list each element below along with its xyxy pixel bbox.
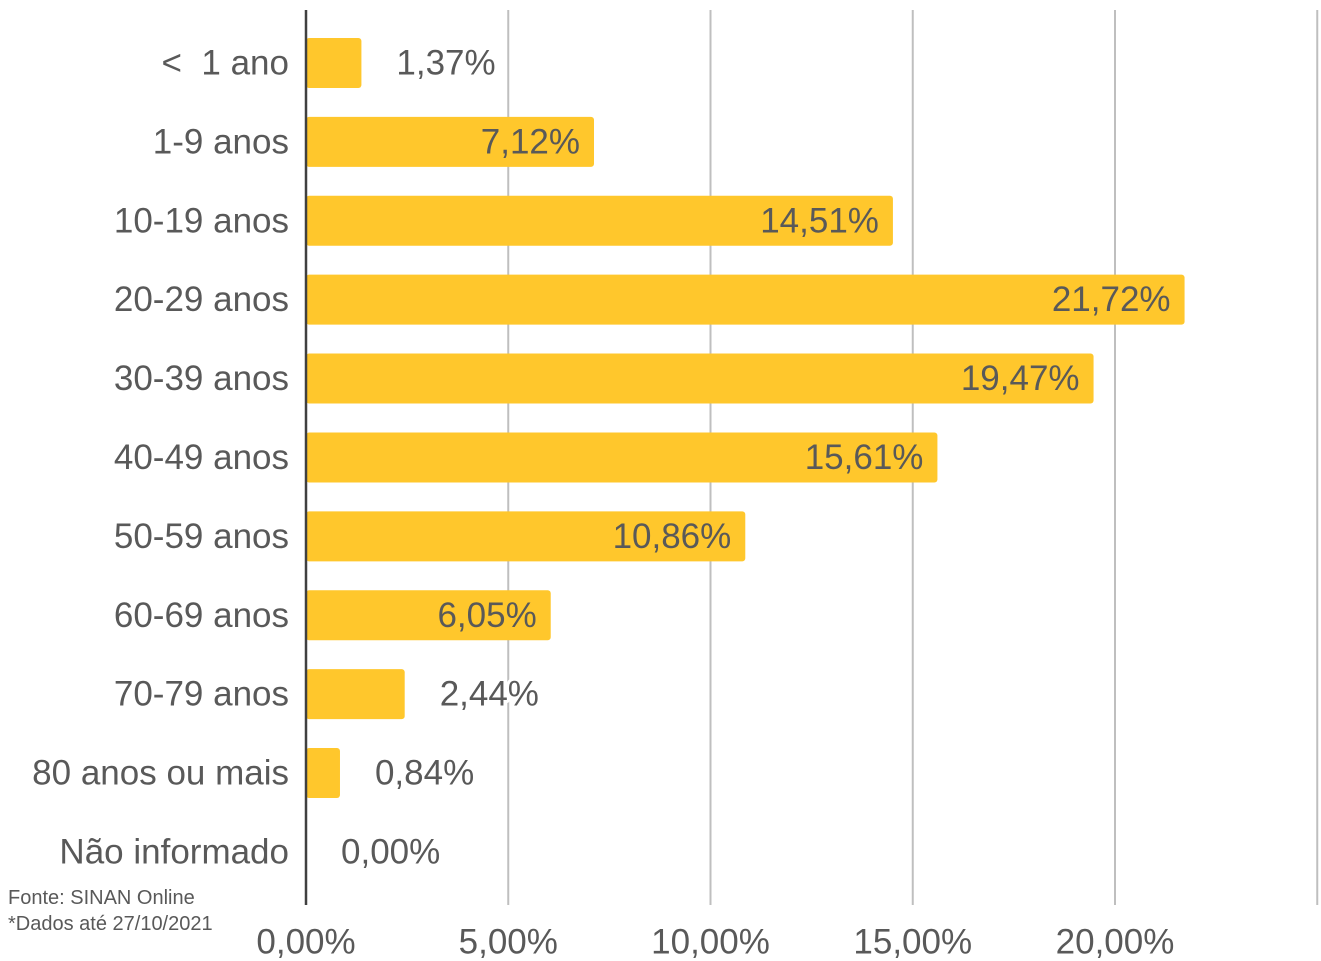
data-labels: 1,37% 7,12% 14,51% 21,72% 19,47% 15,61% 10,86%… <box>338 40 1171 874</box>
category-label: 60-69 anos <box>114 596 289 635</box>
data-label: 7,12% <box>481 122 580 161</box>
category-label: 20-29 anos <box>114 280 289 319</box>
data-label: 0,84% <box>375 754 474 793</box>
category-label: Não informado <box>59 832 289 871</box>
category-label: 50-59 anos <box>114 517 289 556</box>
data-label: 15,61% <box>805 438 924 477</box>
bar <box>306 37 362 88</box>
data-label: 6,05% <box>437 596 536 635</box>
data-label: 10,86% <box>613 517 732 556</box>
data-label: 0,00% <box>341 832 440 871</box>
data-date-note: *Dados até 27/10/2021 <box>8 913 213 935</box>
data-label: 14,51% <box>760 201 879 240</box>
category-label: 30-39 anos <box>114 359 289 398</box>
x-tick-label: 5,00% <box>459 923 558 961</box>
category-label: 10-19 anos <box>114 201 289 240</box>
category-label: 40-49 anos <box>114 438 289 477</box>
bar <box>306 669 405 720</box>
category-label: < 1 ano <box>162 43 289 82</box>
bar <box>306 432 938 483</box>
bar <box>306 748 340 799</box>
data-label: 1,37% <box>396 43 495 82</box>
data-label: 2,44% <box>440 675 539 714</box>
bar <box>306 274 1185 325</box>
category-label: 1-9 anos <box>153 122 289 161</box>
bar <box>306 116 595 167</box>
bar <box>306 353 1094 404</box>
x-tick-label: 0,00% <box>256 923 355 961</box>
x-tick-label: 15,00% <box>853 923 972 961</box>
data-label: 19,47% <box>961 359 1080 398</box>
bar <box>306 590 551 641</box>
category-label: 70-79 anos <box>114 675 289 714</box>
x-tick-label: 20,00% <box>1056 923 1175 961</box>
source-note: Fonte: SINAN Online <box>8 887 195 909</box>
category-label: 80 anos ou mais <box>32 754 289 793</box>
bar <box>306 195 893 246</box>
data-label: 21,72% <box>1052 280 1171 319</box>
bars <box>306 37 1185 799</box>
x-tick-labels: 0,00% 5,00% 10,00% 15,00% 20,00% <box>256 923 1174 961</box>
x-tick-label: 10,00% <box>651 923 770 961</box>
bar <box>306 511 746 562</box>
category-labels: < 1 ano 1-9 anos 10-19 anos 20-29 anos 30-39… <box>32 43 289 871</box>
